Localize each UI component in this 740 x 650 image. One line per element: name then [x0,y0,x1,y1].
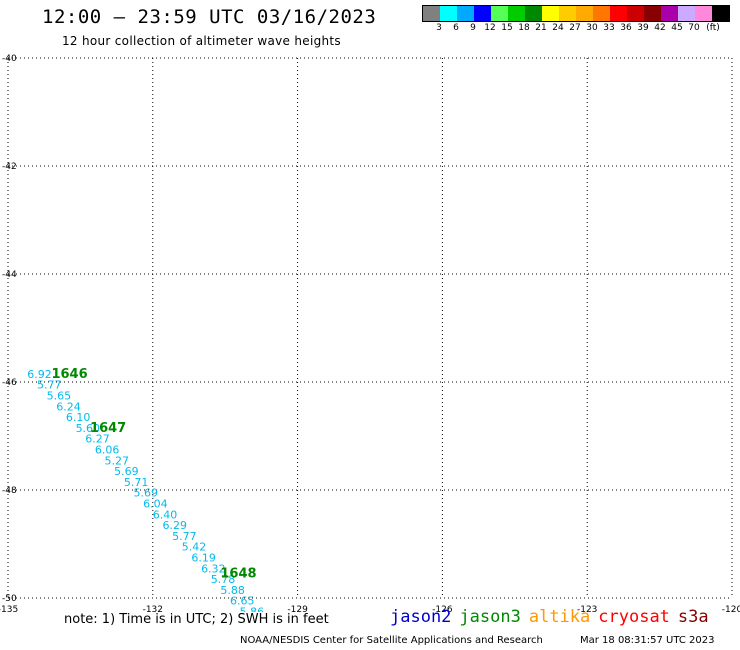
swh-value-label: 5.65 [47,390,72,403]
longitude-label: -132 [143,605,163,612]
colorbar-swatch [695,6,712,21]
swh-value-label: 5.86 [240,606,265,613]
colorbar-label: 42 [654,23,666,33]
longitude-label: -120 [722,605,740,612]
colorbar-label: 24 [552,23,564,33]
swh-value-label: 5.88 [220,584,245,597]
colorbar-swatch [712,6,729,21]
colorbar-label: 70 [688,23,700,33]
swh-value-label: 6.06 [95,444,120,457]
colorbar-label: 39 [637,23,649,33]
swh-value-label: 5.60 [76,422,101,435]
colorbar-label: 3 [436,23,442,33]
colorbar-swatch [423,6,440,21]
swh-value-label: 6.92 [27,368,52,381]
colorbar-label: 45 [671,23,683,33]
latitude-label: -50 [2,594,17,604]
colorbar-swatches [422,5,730,22]
colorbar-label: 12 [484,23,496,33]
altimeter-map: -40 -42 -44 -46 -48 -50-135 -132 -129 -126 -123 -1… [0,54,740,613]
swh-value-label: 5.78 [211,573,236,586]
map-title: 12:00 – 23:59 UTC 03/16/2023 [42,6,377,28]
swh-value-label: 5.27 [105,454,129,467]
colorbar-swatch [457,6,474,21]
colorbar-swatch [440,6,457,21]
latitude-label: -48 [2,486,17,496]
swh-value-label: 6.19 [191,552,216,565]
swh-value-label: 5.42 [182,541,207,554]
longitude-label: -129 [287,605,308,612]
satellite-legend-item-jason2: jason2 [390,607,452,627]
swh-value-label: 5.71 [124,476,149,489]
colorbar-swatch [508,6,525,21]
colorbar-swatch [644,6,661,21]
colorbar-label: 30 [586,23,598,33]
latitude-label: -46 [2,378,17,388]
colorbar-label: 36 [620,23,632,33]
colorbar-label: 18 [518,23,530,33]
latitude-label: -42 [2,162,17,172]
swh-value-label: 6.27 [85,433,110,446]
colorbar-swatch [661,6,678,21]
colorbar-label: 33 [603,23,615,33]
map-subtitle: 12 hour collection of altimeter wave hei… [62,34,341,48]
satellite-legend-item-cryosat: cryosat [598,607,670,627]
colorbar-swatch [678,6,695,21]
wave-height-colorbar: 3 6 9 12 15 18 21 24 27 30 33 36 39 42 45 70 (ft) [422,5,730,36]
colorbar-labels: 3 6 9 12 15 18 21 24 27 30 33 36 39 42 45 70 (ft) [422,22,730,36]
colorbar-swatch [610,6,627,21]
pass-time-label: 1648 [220,567,256,582]
colorbar-label: 27 [569,23,581,33]
pass-time-label: 1647 [90,421,126,436]
colorbar-label: 21 [535,23,547,33]
colorbar-label: 15 [501,23,513,33]
colorbar-swatch [627,6,644,21]
colorbar-label: (ft) [706,23,720,33]
satellite-legend-item-s3a: s3a [677,607,709,627]
swh-value-label: 6.40 [153,508,178,521]
swh-value-label: 5.77 [37,379,62,392]
colorbar-swatch [593,6,610,21]
latitude-label: -40 [2,54,17,64]
swh-value-label: 6.10 [66,411,91,424]
longitude-label: -123 [577,605,597,612]
longitude-label: -126 [432,605,453,612]
swh-value-label: 6.32 [201,562,226,575]
colorbar-swatch [491,6,508,21]
swh-value-label: 6.65 [230,595,255,608]
satellite-legend-item-jason3: jason3 [459,607,521,627]
colorbar-swatch [474,6,491,21]
colorbar-label: 6 [453,23,459,33]
satellite-legend-item-altika: altika [528,607,591,627]
colorbar-swatch [559,6,576,21]
swh-value-label: 6.04 [143,498,168,511]
pass-time-label: 1646 [51,367,87,382]
swh-value-label: 5.69 [114,465,139,478]
satellite-legend: jason2 jason3 altika cryosat s3a [390,607,709,627]
colorbar-swatch [525,6,542,21]
colorbar-swatch [576,6,593,21]
latitude-label: -44 [2,270,17,280]
colorbar-swatch [542,6,559,21]
longitude-label: -135 [0,605,18,612]
swh-value-label: 5.77 [172,530,197,543]
swh-value-label: 6.29 [162,519,187,532]
timestamp-text: Mar 18 08:31:57 UTC 2023 [580,635,715,646]
swh-value-label: 5.69 [133,487,158,500]
swh-value-label: 6.24 [56,400,80,413]
note-text: note: 1) Time is in UTC; 2) SWH is in fe… [64,612,329,627]
credit-text: NOAA/NESDIS Center for Satellite Applica… [240,635,543,646]
colorbar-label: 9 [470,23,476,33]
